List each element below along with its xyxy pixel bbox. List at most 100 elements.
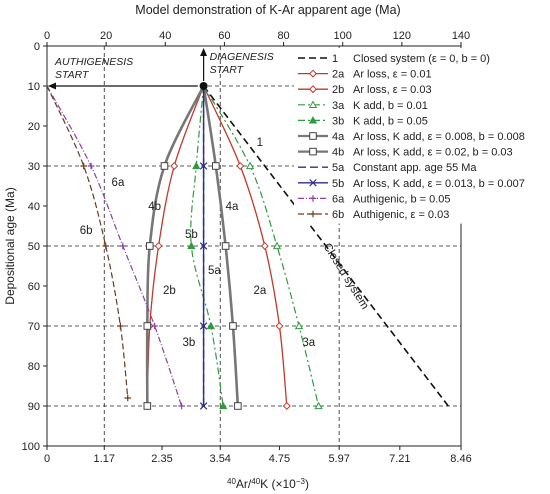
series-6a	[46, 85, 185, 410]
y-tick-label: 90	[28, 401, 40, 413]
diagenesis-start-label: DIAGENESIS START	[210, 51, 274, 76]
legend-entry-4a: 4a Ar loss, K add, ε = 0.008, b = 0.008	[298, 131, 525, 143]
curve-label-5a: 5a	[208, 265, 221, 277]
point-marker	[199, 242, 208, 250]
point-marker	[124, 394, 132, 402]
legend-entry-2b: 2b Ar loss, ε = 0.03	[298, 84, 432, 96]
y-axis-label: Depositional age (Ma)	[3, 187, 17, 304]
legend-label: Authigenic, ε = 0.03	[353, 209, 449, 221]
top-tick-label: 100	[334, 30, 352, 42]
point-marker	[212, 162, 220, 170]
point-marker	[151, 322, 158, 330]
legend-id: 6b	[332, 209, 344, 221]
point-marker	[229, 322, 237, 330]
legend-label: Ar loss, K add, ε = 0.008, b = 0.008	[353, 131, 525, 143]
y-tick-label: 80	[28, 361, 40, 373]
curve-label-5b: 5b	[185, 229, 198, 241]
top-tick-label: 80	[277, 30, 289, 42]
series-1	[202, 85, 449, 407]
point-marker	[187, 241, 196, 250]
curve-label-2b: 2b	[163, 285, 176, 297]
curve-label-6b: 6b	[80, 225, 93, 237]
legend-label: Ar loss, K add, ε = 0.02, b = 0.03	[353, 147, 513, 159]
curve-label-1: 1	[257, 137, 263, 149]
legend-label: Constant app. age 55 Ma	[353, 162, 477, 174]
legend-label: Ar loss, ε = 0.01	[353, 69, 432, 81]
start-point-marker	[199, 82, 208, 90]
point-marker	[117, 322, 124, 330]
point-marker	[272, 241, 282, 250]
legend-id: 5a	[332, 162, 345, 174]
point-marker	[178, 402, 185, 410]
point-marker	[199, 162, 208, 170]
series-line-1	[202, 85, 449, 407]
top-tick-label: 20	[100, 30, 112, 42]
chart-title: Model demonstration of K-Ar apparent age…	[135, 3, 400, 17]
point-marker	[236, 161, 245, 171]
legend-id: 4a	[332, 131, 345, 143]
point-marker	[308, 116, 318, 124]
point-marker	[294, 321, 304, 330]
y-tick-label: 60	[28, 281, 40, 293]
curve-label-4b: 4b	[148, 201, 161, 213]
point-marker	[199, 322, 208, 330]
point-marker	[206, 321, 216, 330]
point-marker	[309, 195, 317, 202]
point-marker	[308, 69, 318, 78]
x-tick-label: 3.54	[210, 453, 231, 465]
point-marker	[308, 100, 318, 108]
top-tick-label: 40	[159, 30, 171, 42]
closed-system-label: Closed system	[321, 241, 371, 311]
authigenesis-start-label: AUTHIGENESIS START	[54, 56, 133, 81]
y-tick-label: 40	[28, 201, 40, 213]
y-tick-label: 20	[28, 121, 40, 133]
legend-id: 2b	[332, 84, 344, 96]
point-marker	[245, 161, 255, 170]
legend-label: Authigenic, b = 0.05	[353, 193, 451, 205]
legend-entry-4b: 4b Ar loss, K add, ε = 0.02, b = 0.03	[298, 147, 513, 159]
y-tick-label: 10	[28, 81, 40, 93]
curve-labels: 1 2a 2b 3a 3b 4a 4b 5a 5b 6a 6b	[80, 137, 316, 349]
x-tick-label: 4.75	[269, 453, 290, 465]
point-marker	[170, 161, 179, 171]
diagenesis-arrow-head	[200, 48, 208, 56]
curve-label-6a: 6a	[112, 177, 125, 189]
series-group	[46, 85, 449, 411]
legend-id: 3a	[332, 100, 345, 112]
series-4a	[202, 85, 242, 410]
legend-entry-1: 1 Closed system (ε = 0, b = 0)	[298, 53, 490, 65]
x-tick-label: 7.21	[389, 453, 410, 465]
point-marker	[192, 161, 201, 170]
point-marker	[221, 242, 230, 250]
point-marker	[282, 401, 291, 411]
series-6b	[46, 85, 132, 402]
legend-entry-5a: 5a Constant app. age 55 Ma	[298, 162, 477, 174]
series-line-6b	[46, 85, 129, 399]
y-tick-label: 70	[28, 321, 40, 333]
legend-id: 6a	[332, 193, 345, 205]
legend-label: K add, b = 0.05	[353, 115, 428, 127]
legend-entry-3a: 3a K add, b = 0.01	[298, 100, 428, 112]
point-marker	[119, 242, 127, 250]
series-3a	[203, 85, 323, 410]
point-marker	[309, 147, 317, 156]
legend-id: 1	[332, 53, 338, 65]
authigenesis-arrow-head	[48, 82, 56, 90]
point-marker	[309, 132, 317, 140]
y-tick-label: 100	[22, 441, 40, 453]
series-line-3a	[203, 85, 320, 407]
curve-label-3a: 3a	[302, 337, 315, 349]
point-marker	[260, 241, 269, 251]
legend-id: 5b	[332, 178, 344, 190]
legend-label: Closed system (ε = 0, b = 0)	[353, 53, 490, 65]
top-tick-label: 0	[44, 30, 50, 42]
point-marker	[275, 321, 284, 331]
point-marker	[314, 401, 323, 410]
curve-label-4a: 4a	[226, 201, 239, 213]
legend-entry-6a: 6a Authigenic, b = 0.05	[298, 193, 451, 205]
series-4b	[143, 85, 205, 410]
legend-entry-6b: 6b Authigenic, ε = 0.03	[298, 209, 449, 221]
legend-entry-2a: 2a Ar loss, ε = 0.01	[298, 69, 432, 81]
point-marker	[143, 402, 152, 410]
